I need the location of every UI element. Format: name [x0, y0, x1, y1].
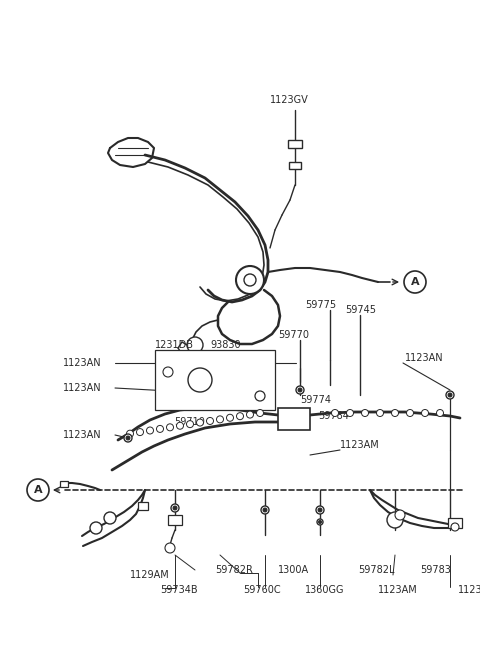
- Circle shape: [296, 386, 304, 394]
- Circle shape: [347, 409, 353, 417]
- Circle shape: [446, 391, 454, 399]
- Circle shape: [237, 413, 243, 420]
- Text: 59782L: 59782L: [358, 565, 395, 575]
- Circle shape: [236, 266, 264, 294]
- Circle shape: [421, 409, 429, 417]
- Text: A: A: [34, 485, 42, 495]
- Text: 1123AN: 1123AN: [405, 353, 444, 363]
- Bar: [288, 140, 302, 148]
- Text: 59774: 59774: [300, 395, 331, 405]
- Text: A: A: [411, 277, 420, 287]
- Text: 1123AN: 1123AN: [63, 358, 102, 368]
- Circle shape: [387, 512, 403, 528]
- Circle shape: [206, 417, 214, 424]
- Circle shape: [247, 411, 253, 418]
- Circle shape: [256, 409, 264, 417]
- Text: 1360GG: 1360GG: [305, 585, 345, 595]
- Text: 59770: 59770: [278, 330, 309, 340]
- Text: 1231DB: 1231DB: [155, 340, 194, 350]
- Circle shape: [173, 506, 177, 510]
- Text: 59782R: 59782R: [215, 565, 253, 575]
- Circle shape: [244, 274, 256, 286]
- Bar: [168, 515, 182, 525]
- Circle shape: [361, 409, 369, 417]
- Circle shape: [124, 434, 132, 442]
- Circle shape: [263, 508, 267, 512]
- Circle shape: [227, 415, 233, 421]
- Bar: [289, 162, 301, 169]
- Text: 1123AM: 1123AM: [340, 440, 380, 450]
- Circle shape: [165, 543, 175, 553]
- Text: 59775: 59775: [305, 300, 336, 310]
- Circle shape: [318, 508, 322, 512]
- Circle shape: [395, 510, 405, 520]
- Circle shape: [136, 428, 144, 436]
- Circle shape: [104, 512, 116, 524]
- Text: 1129AM: 1129AM: [130, 570, 170, 580]
- Circle shape: [407, 409, 413, 417]
- Circle shape: [90, 522, 102, 534]
- Text: 59745: 59745: [345, 305, 376, 315]
- Bar: [138, 502, 148, 510]
- Circle shape: [177, 422, 183, 429]
- Text: 1123AM: 1123AM: [378, 585, 418, 595]
- Text: 1123GV: 1123GV: [270, 95, 309, 105]
- Circle shape: [316, 506, 324, 514]
- Circle shape: [167, 424, 173, 431]
- Circle shape: [404, 271, 426, 293]
- Circle shape: [163, 367, 173, 377]
- Text: 1123AN: 1123AN: [63, 383, 102, 393]
- Bar: [60, 481, 68, 487]
- Circle shape: [156, 426, 164, 432]
- Bar: [278, 408, 310, 430]
- Text: 59783: 59783: [420, 565, 451, 575]
- Text: 59784: 59784: [318, 411, 349, 421]
- Circle shape: [126, 436, 130, 440]
- Circle shape: [196, 419, 204, 426]
- Circle shape: [127, 430, 133, 437]
- Circle shape: [298, 388, 302, 392]
- Text: 59734B: 59734B: [160, 585, 198, 595]
- Circle shape: [187, 337, 203, 353]
- Circle shape: [332, 409, 338, 417]
- Circle shape: [255, 391, 265, 401]
- Circle shape: [216, 416, 224, 423]
- Text: 59710: 59710: [175, 417, 205, 427]
- Circle shape: [392, 409, 398, 417]
- Circle shape: [319, 520, 322, 524]
- Circle shape: [376, 409, 384, 417]
- Circle shape: [188, 368, 212, 392]
- Text: 1300A: 1300A: [278, 565, 309, 575]
- Bar: [448, 518, 462, 528]
- Circle shape: [451, 523, 459, 531]
- Circle shape: [448, 393, 452, 397]
- Text: 1123: 1123: [458, 585, 480, 595]
- Bar: [155, 350, 275, 410]
- Text: 59760C: 59760C: [243, 585, 281, 595]
- Circle shape: [171, 504, 179, 512]
- Circle shape: [436, 409, 444, 417]
- Circle shape: [261, 506, 269, 514]
- Circle shape: [317, 519, 323, 525]
- Circle shape: [27, 479, 49, 501]
- Circle shape: [187, 420, 193, 428]
- Text: 93830: 93830: [210, 340, 240, 350]
- Circle shape: [146, 427, 154, 434]
- Text: 1123AN: 1123AN: [63, 430, 102, 440]
